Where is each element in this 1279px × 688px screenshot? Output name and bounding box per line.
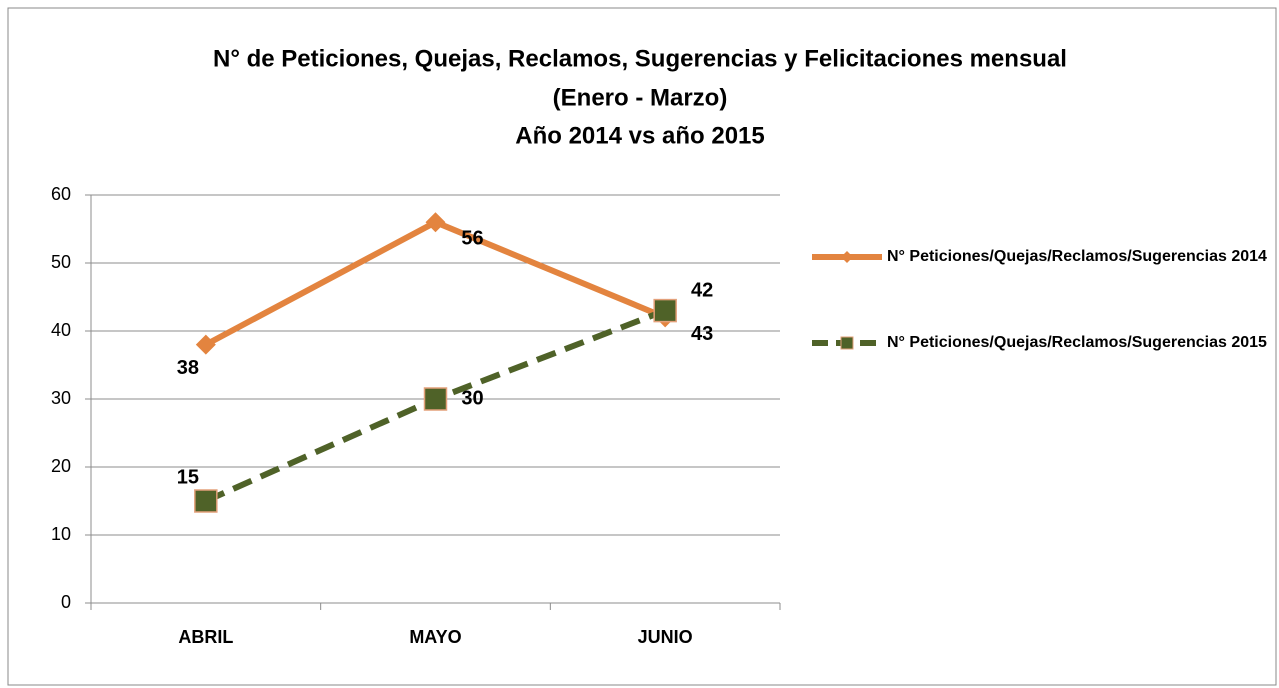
- legend-marker: [841, 251, 853, 263]
- y-tick-label: 50: [51, 252, 71, 272]
- legend-swatch: [812, 251, 882, 263]
- chart-title: (Enero - Marzo): [553, 84, 728, 111]
- y-tick-label: 30: [51, 388, 71, 408]
- y-tick-label: 10: [51, 524, 71, 544]
- legend-label: N° Peticiones/Quejas/Reclamos/Sugerencia…: [887, 248, 1267, 265]
- point: [423, 387, 448, 411]
- y-tick-label: 20: [51, 456, 71, 476]
- chart-title: Año 2014 vs año 2015: [515, 122, 764, 149]
- x-tick-label: MAYO: [409, 627, 461, 647]
- y-tick-label: 0: [61, 592, 71, 612]
- point: [195, 334, 216, 355]
- data-label: 56: [461, 227, 483, 249]
- data-label: 15: [177, 466, 199, 488]
- point: [194, 489, 218, 513]
- point: [425, 212, 446, 233]
- point: [653, 298, 677, 323]
- x-tick-label: ABRIL: [178, 627, 233, 647]
- y-tick-label: 40: [51, 320, 71, 340]
- data-label: 43: [691, 323, 713, 345]
- y-tick-label: 60: [51, 184, 71, 204]
- legend-swatch: [812, 336, 882, 350]
- legend-marker: [840, 336, 854, 350]
- data-label: 42: [691, 280, 713, 302]
- chart-title: N° de Peticiones, Quejas, Reclamos, Suge…: [213, 45, 1067, 72]
- data-label: 38: [177, 357, 199, 379]
- data-label: 30: [461, 387, 483, 409]
- chart-border: [7, 7, 1277, 686]
- x-tick-label: JUNIO: [638, 627, 693, 647]
- legend-label: N° Peticiones/Quejas/Reclamos/Sugerencia…: [887, 334, 1267, 351]
